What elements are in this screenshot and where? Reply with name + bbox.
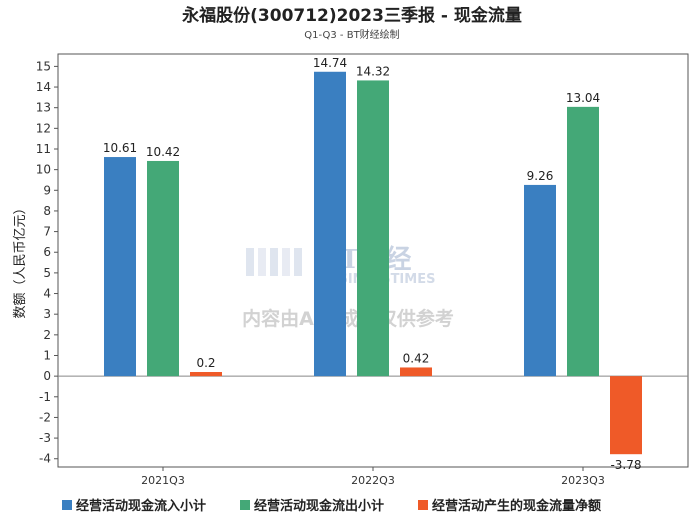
y-tick-label: -1 [39, 390, 51, 404]
y-axis-label: 数额（人民币亿元） [13, 201, 28, 318]
legend-swatch [418, 500, 428, 510]
y-tick-label: 15 [36, 59, 51, 73]
chart-legend: 经营活动现金流入小计 经营活动现金流出小计 经营活动产生的现金流量净额 [62, 498, 601, 514]
data-label: 14.74 [313, 56, 347, 70]
y-tick-label: 1 [43, 348, 51, 362]
legend-swatch [240, 500, 250, 510]
y-tick-label: 14 [36, 80, 51, 94]
y-tick-label: 5 [43, 266, 51, 280]
bar [357, 80, 389, 377]
y-tick-label: 9 [43, 183, 51, 197]
data-label: -3.78 [610, 458, 641, 472]
legend-swatch [62, 500, 72, 510]
bar [190, 372, 222, 377]
y-tick-label: 8 [43, 204, 51, 218]
y-tick-label: 0 [43, 369, 51, 383]
y-tick-label: 6 [43, 245, 51, 259]
data-label: 13.04 [566, 91, 600, 105]
y-tick-label: -2 [39, 410, 51, 424]
y-tick-label: 11 [36, 142, 51, 156]
chart-bars [104, 71, 642, 455]
bar [104, 157, 136, 377]
x-tick-label: 2022Q3 [351, 474, 395, 487]
data-label: 0.42 [403, 351, 430, 365]
chart-subtitle: Q1-Q3 - BT财经绘制 [304, 28, 399, 41]
y-tick-label: 2 [43, 328, 51, 342]
bar [314, 71, 346, 377]
chart-title: 永福股份(300712)2023三季报 - 现金流量 [181, 5, 522, 26]
bar [610, 376, 642, 455]
data-label: 14.32 [356, 64, 390, 78]
y-tick-label: 7 [43, 225, 51, 239]
y-tick-label: 12 [36, 121, 51, 135]
legend-entry: 经营活动产生的现金流量净额 [432, 498, 601, 514]
y-tick-label: -4 [39, 452, 51, 466]
bar [524, 184, 556, 377]
data-label: 10.42 [146, 145, 180, 159]
watermark: BT财经 BUSINESSTIMES 内容由AI生成，仅供参考 [242, 244, 454, 330]
y-tick-label: 13 [36, 101, 51, 115]
y-tick-label: -3 [39, 431, 51, 445]
bar [147, 160, 179, 377]
x-tick-label: 2023Q3 [561, 474, 605, 487]
legend-entry: 经营活动现金流入小计 [76, 498, 206, 514]
bar [400, 367, 432, 377]
chart-data-labels: 10.61 10.42 0.2 14.74 14.32 0.42 9.26 13.04 -3.7… [103, 56, 642, 472]
y-tick-label: 4 [43, 287, 51, 301]
data-label: 10.61 [103, 141, 137, 155]
x-tick-label: 2021Q3 [141, 474, 185, 487]
y-tick-label: 10 [36, 163, 51, 177]
watermark-note: 内容由AI生成，仅供参考 [242, 307, 454, 330]
y-tick-label: 3 [43, 307, 51, 321]
legend-entry: 经营活动现金流出小计 [254, 498, 384, 514]
data-label: 0.2 [196, 356, 215, 370]
data-label: 9.26 [527, 169, 554, 183]
bt-logo-icon [246, 248, 302, 276]
bar [567, 106, 599, 377]
